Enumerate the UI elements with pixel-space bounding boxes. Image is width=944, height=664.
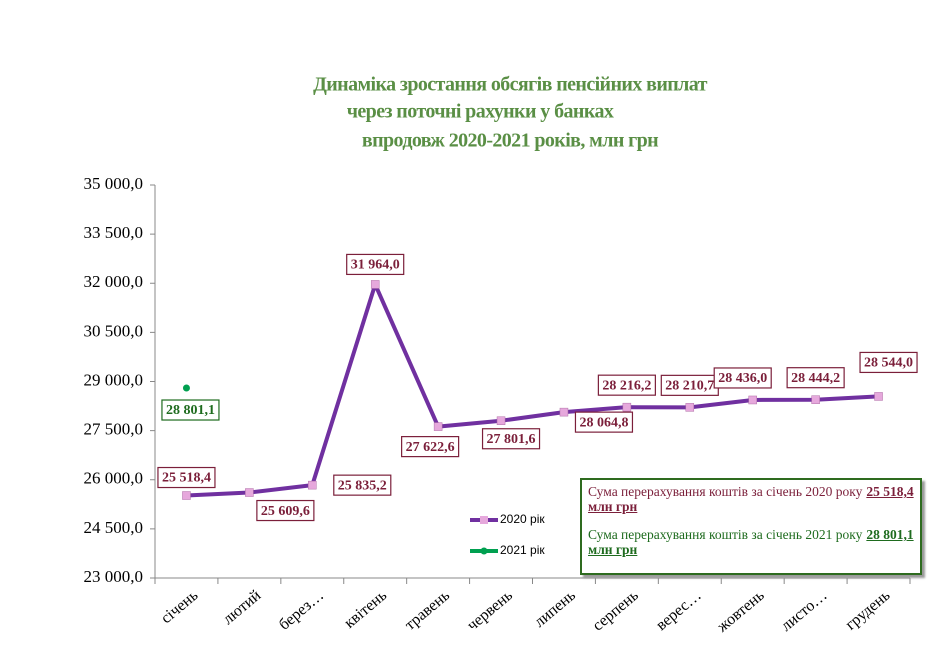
value-label-border bbox=[333, 474, 392, 496]
x-tick-label: жовтень bbox=[713, 587, 767, 637]
value-label: 31 964,0 bbox=[351, 258, 400, 273]
legend-label: 2021 рік bbox=[500, 543, 545, 557]
value-label: 28 801,1 bbox=[166, 403, 215, 418]
marker bbox=[370, 280, 380, 289]
value-label-border bbox=[481, 428, 541, 450]
value-label: 28 544,0 bbox=[864, 356, 913, 371]
legend-label: 2020 рік bbox=[500, 512, 545, 526]
chart-title: впродовж 2020-2021 років, млн грн bbox=[362, 130, 658, 152]
value-label-border bbox=[786, 367, 845, 389]
value-label-box: 28 064,8 bbox=[574, 411, 634, 433]
value-label-border bbox=[256, 499, 315, 522]
marker bbox=[748, 395, 757, 405]
value-label: 25 518,4 bbox=[162, 471, 211, 486]
y-tick-label: 27 500,0 bbox=[84, 420, 144, 439]
chart-title: Динаміка зростання обсягів пенсійних вип… bbox=[313, 74, 708, 96]
value-label-box: 28 444,2 bbox=[786, 367, 845, 389]
value-label: 28 436,0 bbox=[718, 371, 767, 386]
annotation-text: Сума перерахування коштів за січень 2020… bbox=[588, 484, 863, 499]
series-line bbox=[186, 282, 879, 498]
y-tick-label: 33 500,0 bbox=[84, 223, 144, 242]
value-label-border bbox=[713, 367, 772, 389]
value-label-box: 28 210,7 bbox=[660, 374, 719, 396]
value-label-box: 28 436,0 bbox=[713, 367, 772, 389]
x-tick-label: берез… bbox=[276, 587, 327, 634]
value-label-border bbox=[157, 466, 216, 489]
value-label: 28 064,8 bbox=[579, 415, 628, 430]
value-label-border bbox=[574, 411, 634, 433]
value-label: 25 609,6 bbox=[261, 504, 310, 519]
value-label-box: 31 964,0 bbox=[346, 253, 405, 276]
value-label: 25 835,2 bbox=[338, 478, 387, 493]
x-tick-label: квітень bbox=[341, 587, 390, 632]
y-tick-label: 26 000,0 bbox=[84, 469, 144, 488]
x-tick-label: січень bbox=[158, 587, 202, 627]
value-label: 27 801,6 bbox=[487, 432, 536, 447]
marker bbox=[182, 384, 190, 392]
marker bbox=[182, 491, 191, 500]
value-label-border bbox=[346, 253, 405, 276]
value-label-border bbox=[161, 399, 220, 421]
marker bbox=[622, 402, 632, 412]
marker bbox=[559, 407, 569, 417]
x-tick-label: липень bbox=[531, 587, 579, 631]
value-label: 28 210,7 bbox=[665, 379, 714, 394]
y-tick-label: 30 500,0 bbox=[84, 321, 144, 340]
marker bbox=[874, 392, 883, 401]
y-tick-label: 29 000,0 bbox=[84, 370, 144, 389]
y-tick-label: 23 000,0 bbox=[84, 567, 144, 586]
marker bbox=[685, 403, 695, 412]
x-tick-label: серпень bbox=[590, 587, 642, 635]
y-tick-label: 24 500,0 bbox=[84, 518, 144, 537]
annotation-text: Сума перерахування коштів за січень 2021… bbox=[588, 527, 863, 542]
annotation-highlight: 25 518,4 млн грн bbox=[588, 484, 914, 514]
y-tick-label: 35 000,0 bbox=[84, 174, 144, 193]
x-tick-label: червень bbox=[464, 587, 516, 634]
annotation-box: Сума перерахування коштів за січень 2020… bbox=[580, 478, 922, 575]
legend-marker bbox=[480, 547, 488, 555]
value-label-border bbox=[859, 351, 918, 374]
value-label: 27 622,6 bbox=[406, 440, 455, 455]
value-label-box: 27 622,6 bbox=[401, 436, 460, 458]
value-label-border bbox=[597, 374, 656, 396]
x-tick-label: грудень bbox=[842, 587, 893, 634]
value-label-border bbox=[401, 436, 460, 458]
annotation: Сума перерахування коштів за січень 2021… bbox=[588, 527, 914, 557]
x-tick-label: верес… bbox=[653, 587, 705, 634]
value-label: 28 444,2 bbox=[791, 371, 840, 386]
marker bbox=[308, 480, 317, 490]
value-label-box: 28 216,2 bbox=[597, 374, 656, 396]
x-tick-label: листо… bbox=[778, 587, 831, 635]
legend-marker bbox=[480, 516, 488, 524]
annotation: Сума перерахування коштів за січень 2020… bbox=[588, 484, 914, 514]
x-tick-label: травень bbox=[402, 587, 453, 634]
value-label: 28 216,2 bbox=[602, 378, 651, 393]
value-label-box: 28 801,1 bbox=[161, 399, 220, 421]
x-tick-label: лютий bbox=[220, 587, 265, 628]
annotation-highlight: 28 801,1 млн грн bbox=[588, 527, 914, 557]
marker bbox=[496, 416, 506, 425]
marker bbox=[433, 422, 443, 431]
chart-title: через поточні рахунки у банках bbox=[347, 101, 614, 123]
value-label-box: 27 801,6 bbox=[481, 428, 541, 450]
marker bbox=[245, 488, 254, 497]
marker bbox=[811, 395, 820, 404]
y-tick-label: 32 000,0 bbox=[84, 272, 144, 291]
value-label-box: 25 518,4 bbox=[157, 466, 216, 489]
value-label-box: 25 609,6 bbox=[256, 499, 315, 522]
value-label-box: 25 835,2 bbox=[333, 474, 392, 496]
value-label-box: 28 544,0 bbox=[859, 351, 918, 374]
